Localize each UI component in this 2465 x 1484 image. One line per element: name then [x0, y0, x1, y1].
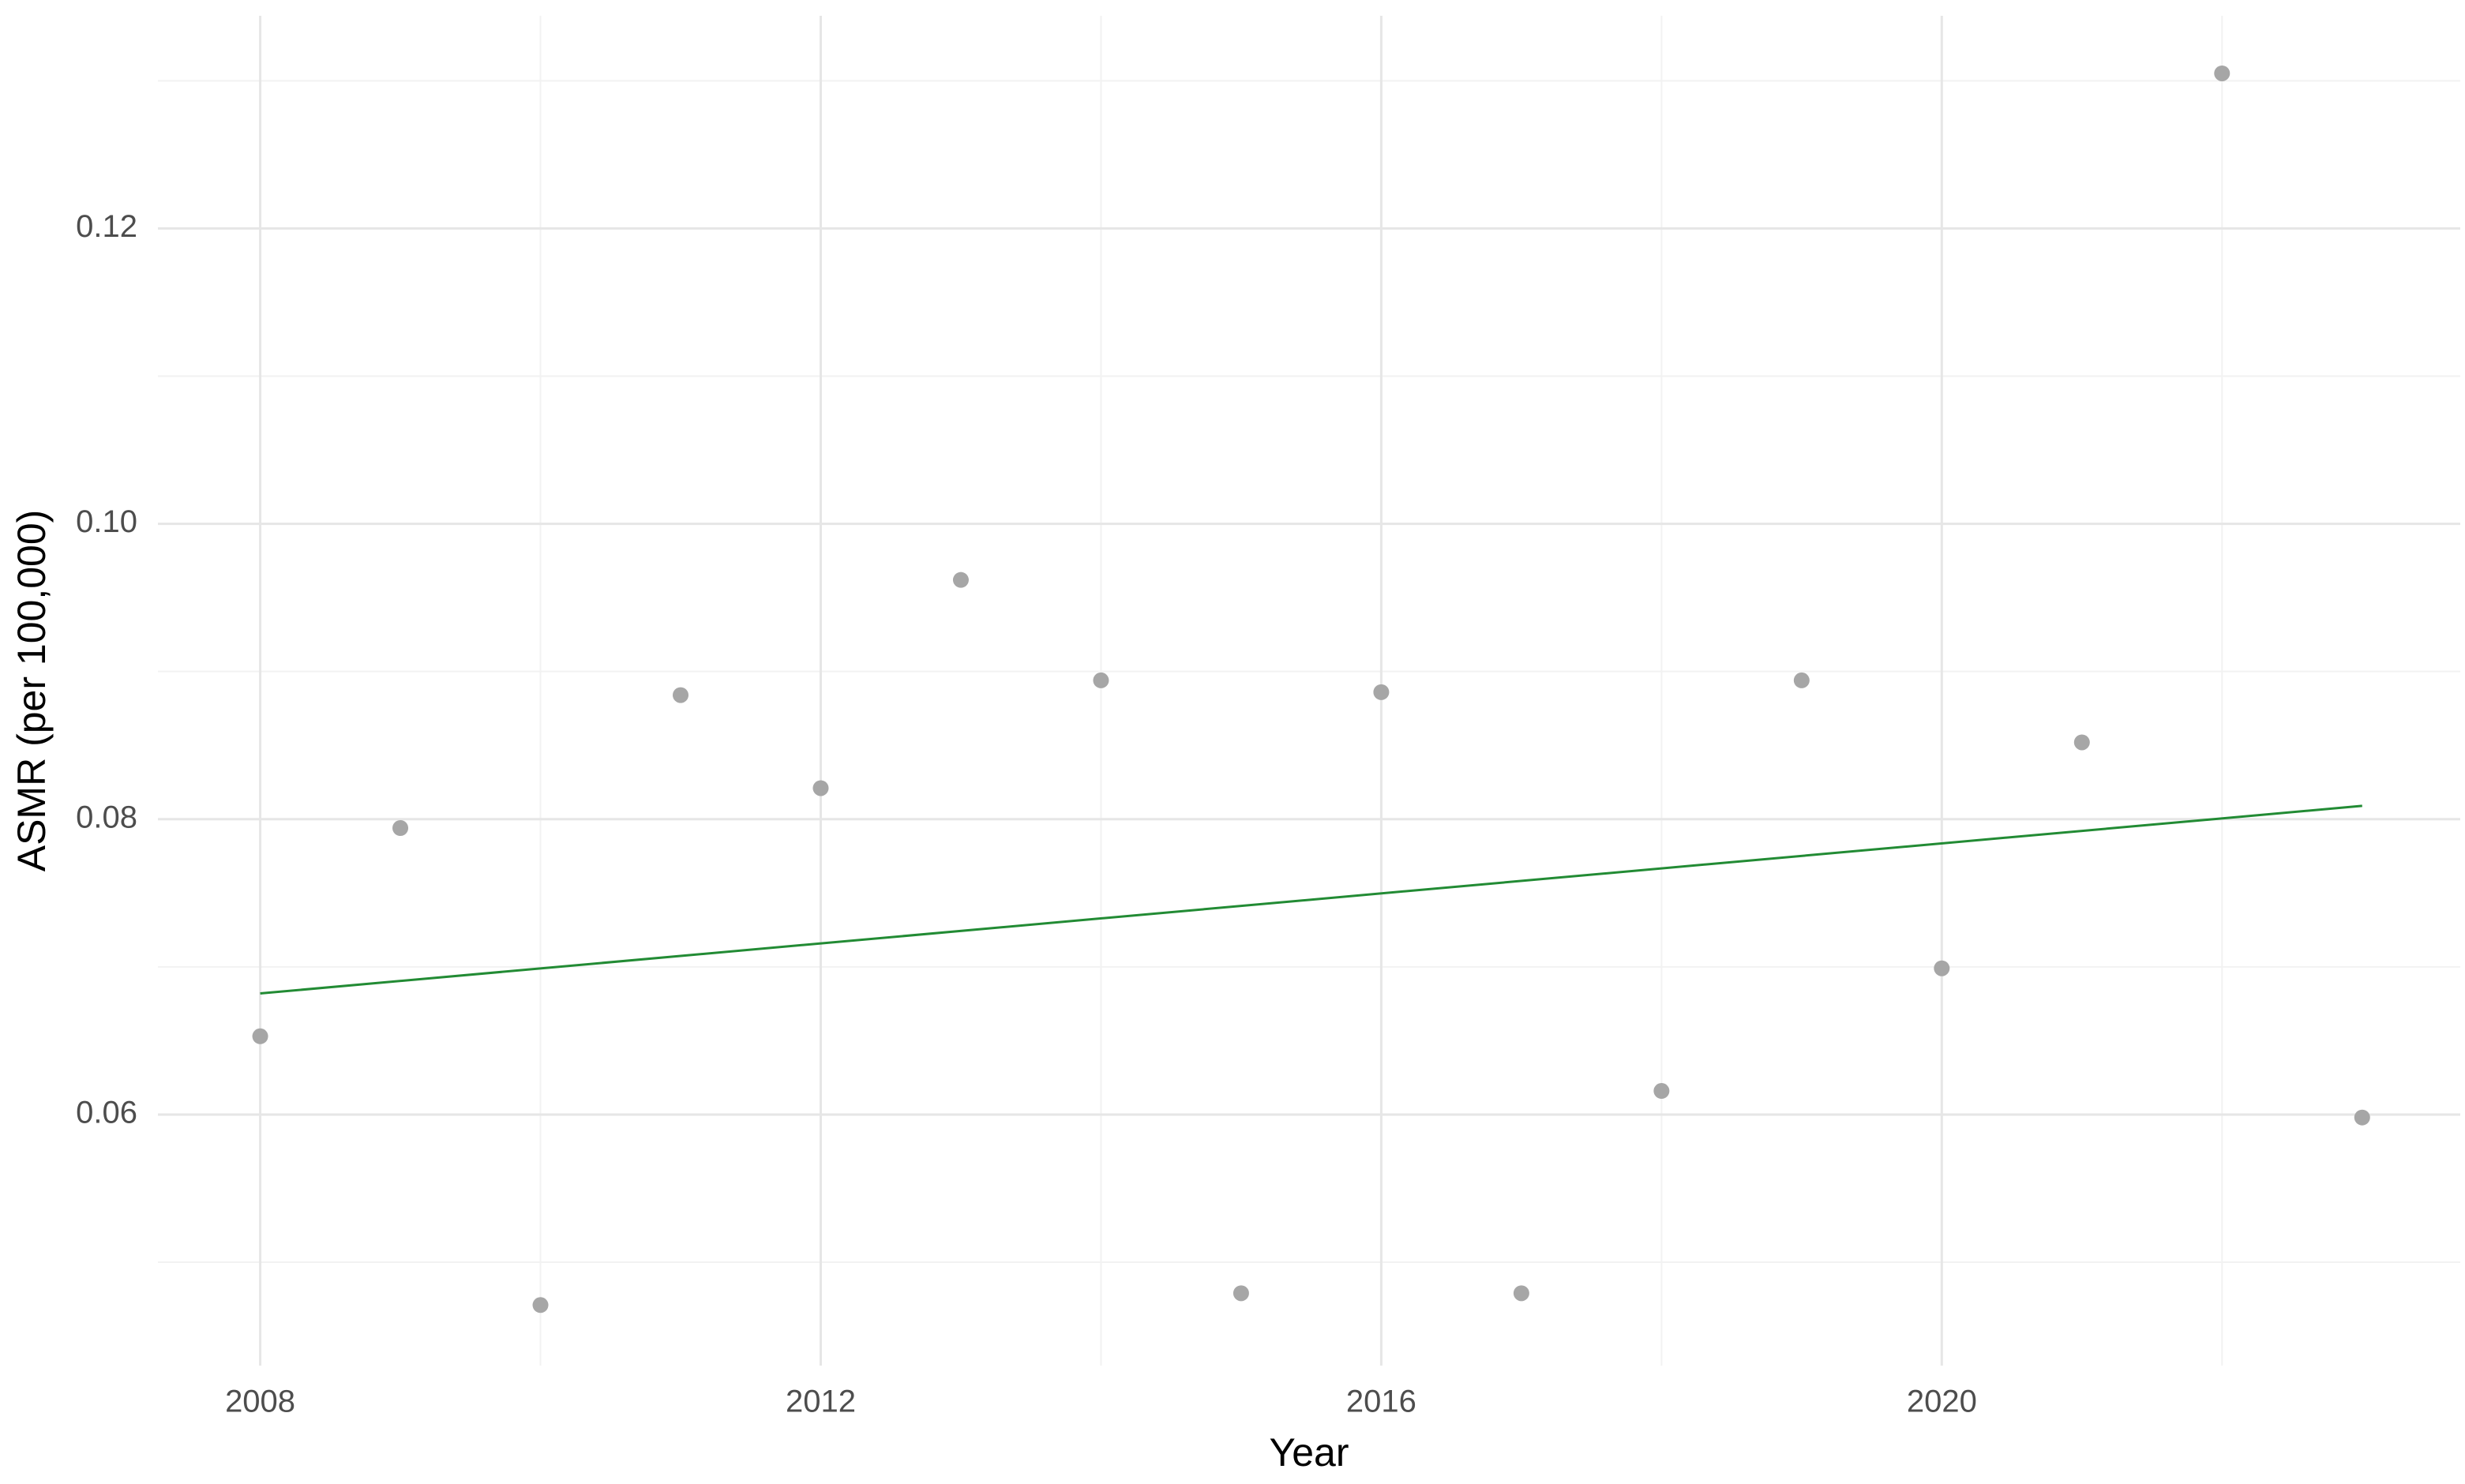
- data-point: [812, 780, 829, 796]
- x-tick-label: 2008: [225, 1385, 295, 1419]
- data-point: [1093, 672, 1109, 688]
- data-point: [1232, 1285, 1249, 1302]
- data-point: [1653, 1083, 1670, 1100]
- data-point: [1513, 1285, 1529, 1302]
- data-point: [1373, 684, 1390, 700]
- data-point: [952, 571, 969, 588]
- data-point: [2354, 1109, 2370, 1126]
- x-tick-label: 2016: [1346, 1385, 1416, 1419]
- trend-line: [260, 804, 2362, 995]
- data-point: [1934, 960, 1950, 976]
- y-axis-title: ASMR (per 100,000): [9, 510, 54, 872]
- x-axis-title: Year: [1269, 1430, 1349, 1475]
- data-point: [2073, 734, 2090, 751]
- x-tick-label: 2012: [786, 1385, 856, 1419]
- data-point: [1793, 672, 1810, 688]
- y-tick-label: 0.06: [76, 1096, 137, 1130]
- data-point: [673, 687, 689, 703]
- y-tick-label: 0.12: [76, 209, 137, 244]
- data-point: [252, 1028, 268, 1044]
- data-point: [2214, 65, 2231, 81]
- y-tick-label: 0.08: [76, 800, 137, 834]
- data-point: [532, 1297, 549, 1313]
- data-point: [392, 819, 409, 836]
- y-tick-label: 0.10: [76, 504, 137, 539]
- x-tick-label: 2020: [1907, 1385, 1977, 1419]
